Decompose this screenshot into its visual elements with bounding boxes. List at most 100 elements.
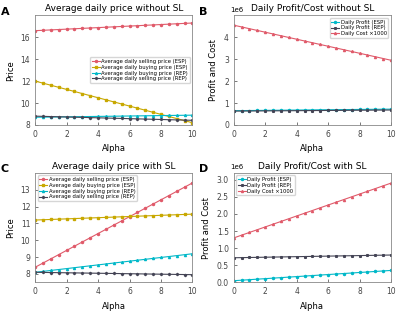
Text: A: A bbox=[0, 7, 9, 17]
Daily Profit (ESP) bbox=[349, 271, 354, 275]
Average daily selling price (ESP) bbox=[190, 181, 195, 185]
Average daily selling price (ESP) bbox=[72, 27, 77, 31]
Average daily buying price (ESP) bbox=[143, 214, 148, 218]
Average daily selling price (REP) bbox=[105, 272, 110, 275]
Average daily selling price (REP) bbox=[44, 115, 48, 118]
Average daily selling price (ESP) bbox=[72, 244, 77, 248]
X-axis label: Alpha: Alpha bbox=[300, 144, 324, 153]
Daily Cost ×1000 bbox=[326, 203, 330, 207]
Line: Daily Profit (ESP): Daily Profit (ESP) bbox=[233, 108, 392, 112]
Average daily buying price (ESP) bbox=[151, 214, 156, 217]
Legend: Daily Profit (ESP), Daily Profit (REP), Daily Cost ×1000: Daily Profit (ESP), Daily Profit (REP), … bbox=[330, 18, 388, 38]
Average daily buying price (REP) bbox=[127, 259, 132, 263]
Daily Profit (REP) bbox=[304, 255, 308, 258]
Average daily buying price (ESP) bbox=[72, 89, 77, 93]
Average daily buying price (ESP) bbox=[44, 218, 48, 221]
Average daily buying price (REP) bbox=[143, 257, 148, 261]
Title: Daily Profit/Cost without SL: Daily Profit/Cost without SL bbox=[251, 4, 374, 13]
Daily Profit (ESP) bbox=[342, 272, 346, 275]
Daily Profit (ESP) bbox=[242, 109, 247, 112]
Average daily buying price (REP) bbox=[151, 114, 156, 117]
Average daily selling price (ESP) bbox=[143, 206, 148, 210]
Daily Cost ×1000 bbox=[342, 198, 346, 201]
Daily Profit (REP) bbox=[271, 109, 276, 113]
Average daily buying price (ESP) bbox=[72, 217, 77, 220]
Daily Profit (REP) bbox=[271, 255, 276, 259]
Y-axis label: Profit and Cost: Profit and Cost bbox=[210, 39, 218, 101]
Average daily selling price (REP) bbox=[72, 271, 77, 275]
Average daily selling price (REP) bbox=[151, 117, 156, 121]
Daily Profit (REP) bbox=[342, 108, 346, 112]
Line: Average daily selling price (REP): Average daily selling price (REP) bbox=[34, 115, 193, 121]
Line: Daily Profit (REP): Daily Profit (REP) bbox=[233, 254, 392, 259]
Average daily selling price (REP) bbox=[127, 272, 132, 276]
Daily Profit (REP) bbox=[242, 256, 247, 260]
Average daily buying price (REP) bbox=[105, 114, 110, 118]
Daily Profit (REP) bbox=[326, 254, 330, 258]
Average daily buying price (ESP) bbox=[151, 111, 156, 114]
Average daily selling price (ESP) bbox=[105, 25, 110, 29]
Daily Profit (ESP) bbox=[326, 273, 330, 277]
Line: Average daily buying price (REP): Average daily buying price (REP) bbox=[34, 253, 194, 273]
Average daily selling price (ESP) bbox=[44, 28, 48, 32]
Text: 1e6: 1e6 bbox=[231, 7, 244, 13]
Daily Profit (REP) bbox=[231, 109, 236, 113]
Average daily buying price (ESP) bbox=[105, 215, 110, 219]
Daily Profit (ESP) bbox=[231, 279, 236, 283]
Average daily buying price (REP) bbox=[105, 262, 110, 266]
Daily Profit (ESP) bbox=[242, 278, 247, 282]
Daily Profit (ESP) bbox=[271, 108, 276, 112]
Average daily buying price (ESP) bbox=[143, 108, 148, 112]
X-axis label: Alpha: Alpha bbox=[300, 302, 324, 311]
Average daily buying price (REP) bbox=[44, 115, 48, 119]
Daily Profit (ESP) bbox=[389, 107, 394, 111]
Line: Average daily buying price (ESP): Average daily buying price (ESP) bbox=[34, 213, 194, 221]
Daily Profit (REP) bbox=[342, 254, 346, 258]
Daily Profit (ESP) bbox=[342, 108, 346, 112]
Daily Profit (REP) bbox=[349, 254, 354, 258]
Y-axis label: Profit and Cost: Profit and Cost bbox=[202, 197, 211, 259]
Daily Profit (ESP) bbox=[304, 108, 308, 112]
Daily Cost ×1000 bbox=[342, 48, 346, 52]
Title: Daily Profit/Cost with SL: Daily Profit/Cost with SL bbox=[258, 162, 367, 171]
Line: Average daily selling price (ESP): Average daily selling price (ESP) bbox=[34, 22, 194, 32]
Average daily selling price (REP) bbox=[190, 273, 195, 277]
Average daily selling price (REP) bbox=[105, 116, 110, 120]
Daily Cost ×1000 bbox=[231, 236, 236, 240]
Daily Profit (REP) bbox=[349, 108, 354, 112]
Average daily selling price (ESP) bbox=[190, 21, 195, 25]
Average daily buying price (REP) bbox=[33, 270, 38, 274]
Daily Cost ×1000 bbox=[349, 195, 354, 199]
Average daily buying price (REP) bbox=[72, 115, 77, 119]
X-axis label: Alpha: Alpha bbox=[102, 144, 126, 153]
Daily Cost ×1000 bbox=[271, 222, 276, 226]
Daily Profit (ESP) bbox=[389, 269, 394, 272]
Daily Profit (REP) bbox=[231, 256, 236, 260]
Daily Cost ×1000 bbox=[389, 58, 394, 62]
Legend: Average daily selling price (ESP), Average daily buying price (ESP), Average dai: Average daily selling price (ESP), Avera… bbox=[38, 175, 137, 201]
Average daily selling price (ESP) bbox=[143, 23, 148, 27]
Average daily buying price (ESP) bbox=[33, 218, 38, 222]
Text: D: D bbox=[199, 164, 208, 174]
Average daily buying price (REP) bbox=[127, 114, 132, 118]
Line: Average daily selling price (ESP): Average daily selling price (ESP) bbox=[34, 182, 194, 268]
Daily Cost ×1000 bbox=[304, 211, 308, 215]
Y-axis label: Price: Price bbox=[6, 60, 15, 81]
Average daily selling price (ESP) bbox=[33, 29, 38, 32]
Daily Profit (ESP) bbox=[326, 108, 330, 112]
Daily Cost ×1000 bbox=[242, 232, 247, 236]
Average daily selling price (REP) bbox=[33, 114, 38, 118]
Line: Daily Profit (REP): Daily Profit (REP) bbox=[233, 109, 392, 112]
Average daily buying price (ESP) bbox=[44, 82, 48, 86]
Daily Profit (REP) bbox=[304, 109, 308, 112]
Daily Cost ×1000 bbox=[326, 44, 330, 48]
Average daily buying price (REP) bbox=[190, 113, 195, 117]
Daily Profit (ESP) bbox=[349, 108, 354, 112]
Text: C: C bbox=[0, 164, 9, 174]
Line: Daily Cost ×1000: Daily Cost ×1000 bbox=[233, 24, 392, 61]
Line: Average daily buying price (ESP): Average daily buying price (ESP) bbox=[34, 80, 194, 124]
Daily Profit (ESP) bbox=[231, 109, 236, 112]
Line: Average daily buying price (REP): Average daily buying price (REP) bbox=[34, 114, 194, 118]
Average daily selling price (REP) bbox=[143, 117, 148, 121]
Average daily buying price (ESP) bbox=[105, 98, 110, 102]
